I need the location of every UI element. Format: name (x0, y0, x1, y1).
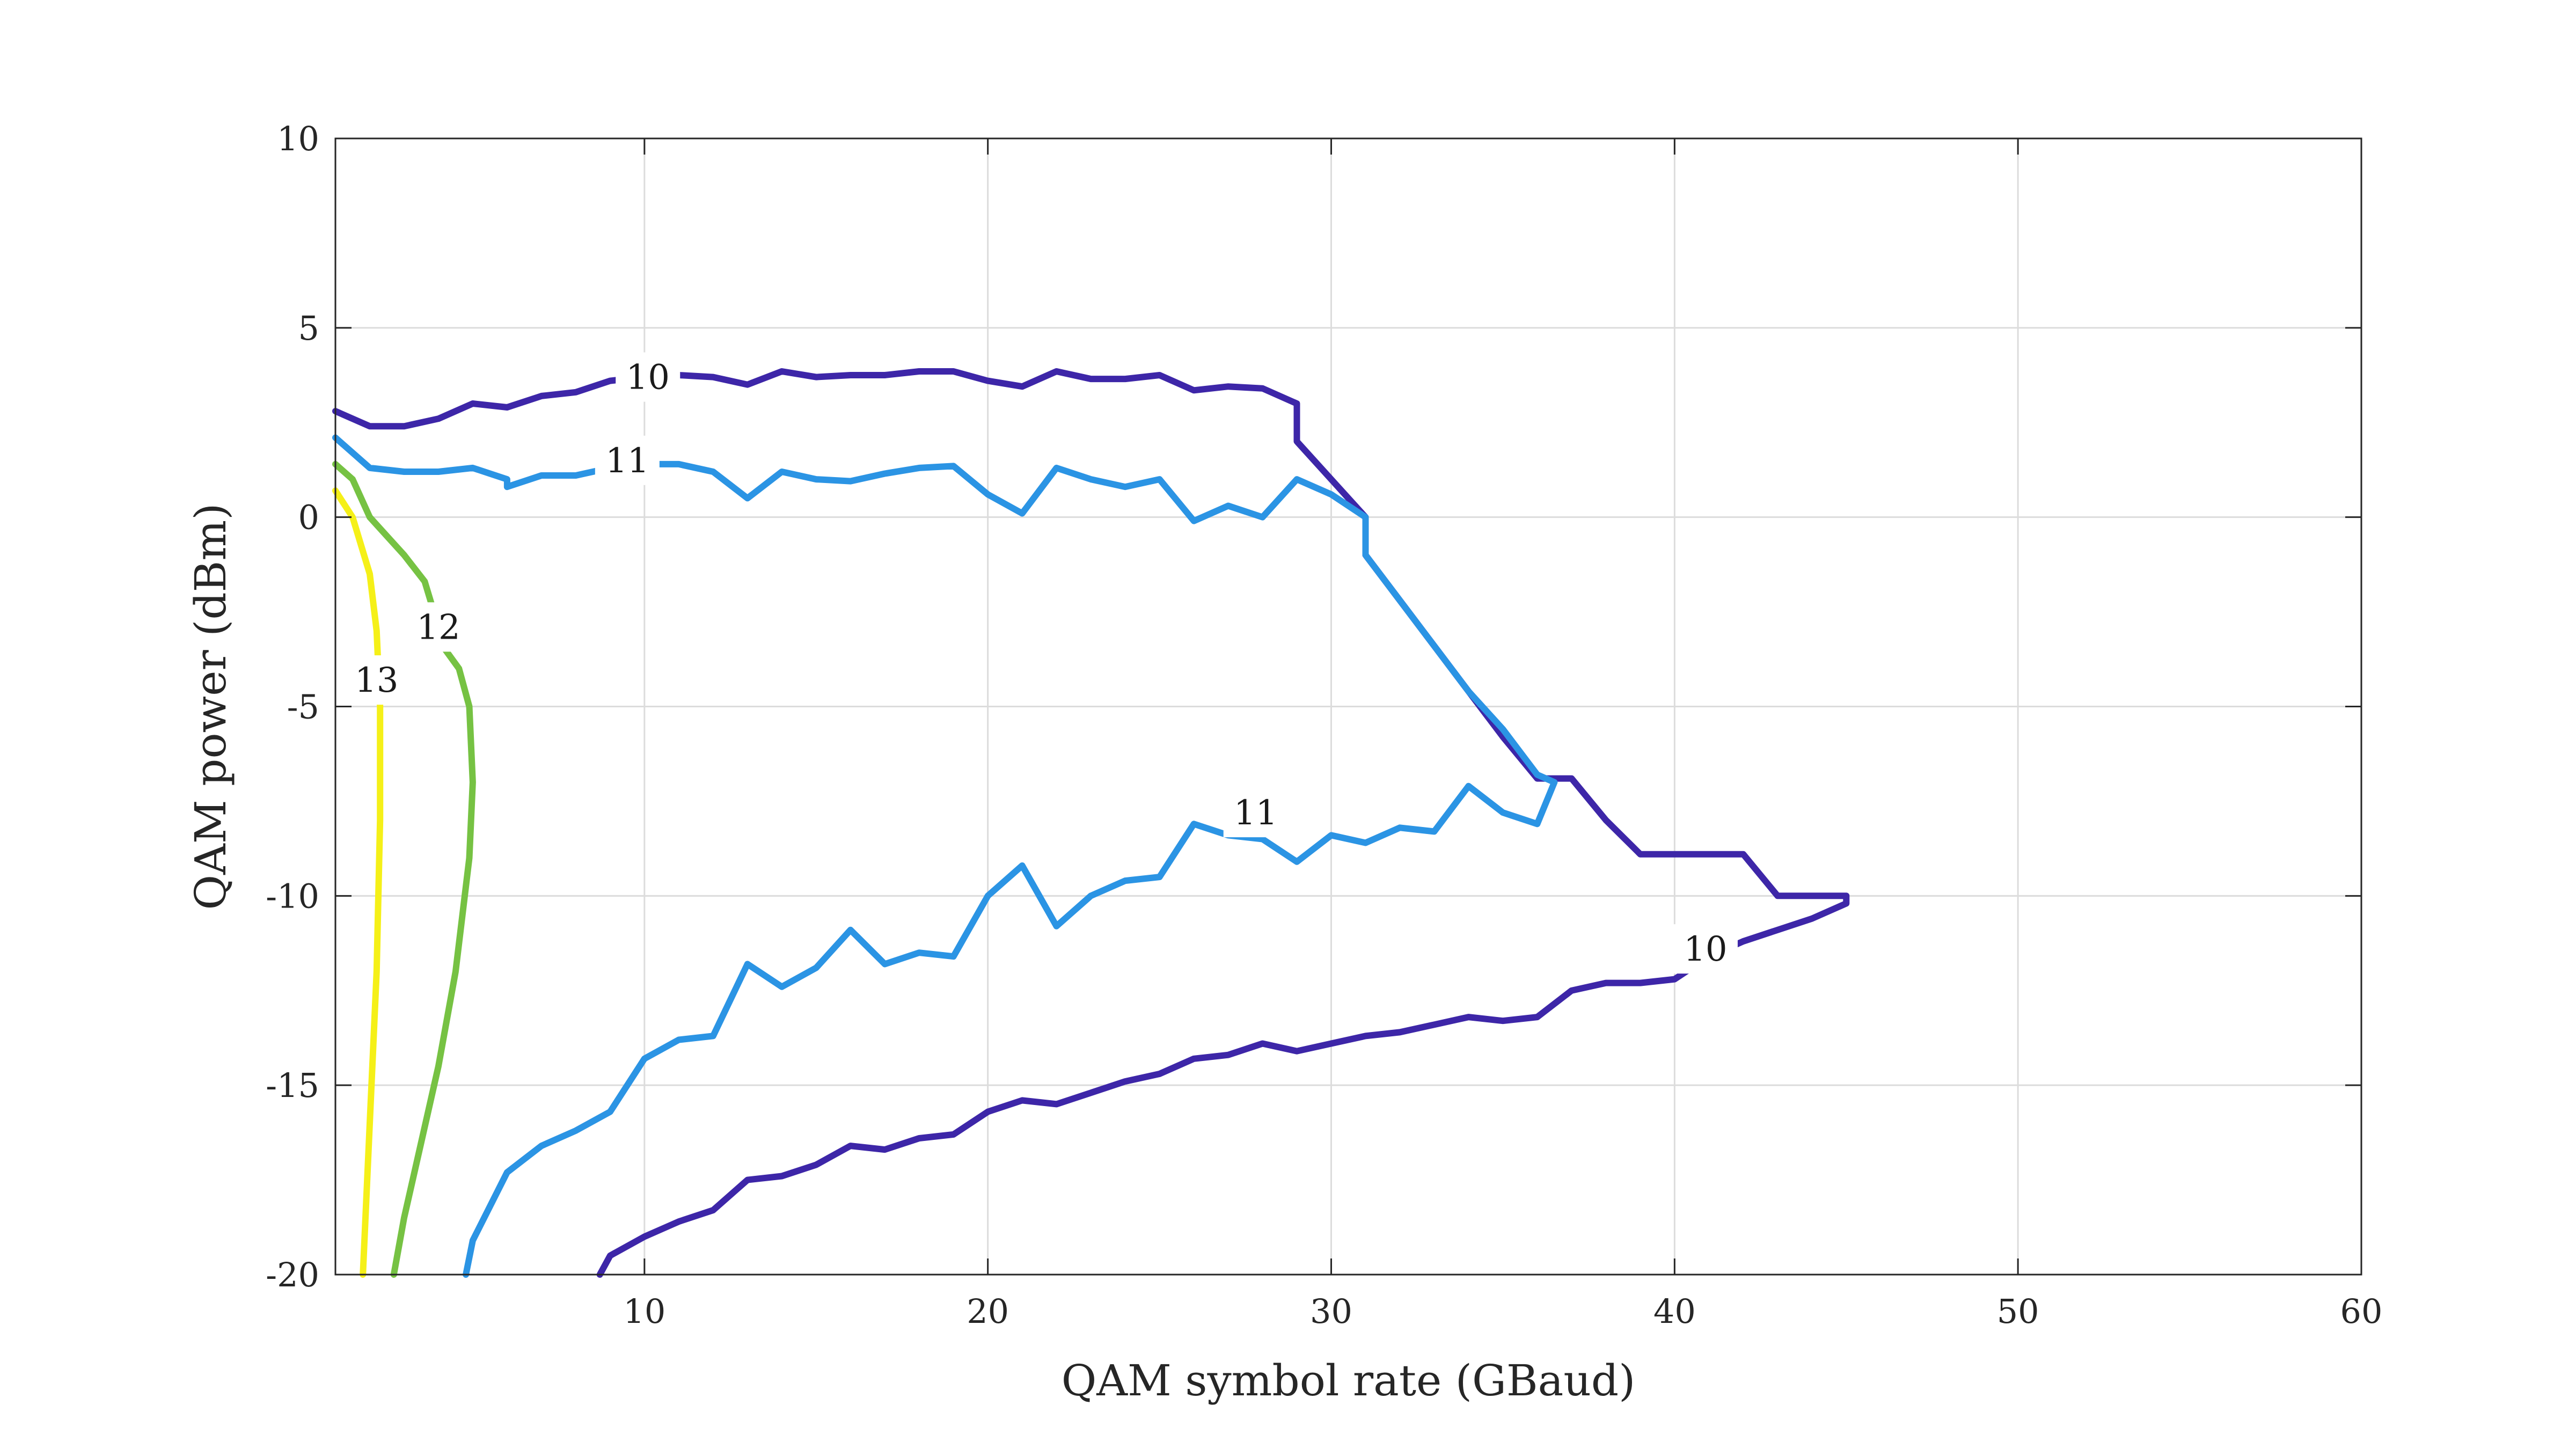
contour-label-12: 12 (416, 608, 460, 647)
x-tick-label: 20 (967, 1292, 1009, 1331)
y-tick-label: -20 (266, 1255, 319, 1294)
grid-lines (335, 137, 2362, 1276)
y-tick-label: 5 (298, 309, 319, 348)
contour-line-12 (332, 460, 476, 1278)
contour-labels: 10 10 11 11 12 13 (344, 352, 1738, 974)
contour-label-10: 10 (1684, 930, 1727, 969)
contour-label-11: 11 (605, 441, 649, 481)
y-tick-label: 10 (277, 119, 319, 158)
x-tick-label: 10 (623, 1292, 665, 1331)
x-tick-label: 60 (2340, 1292, 2383, 1331)
contour-label-10: 10 (626, 358, 670, 398)
y-axis-label: QAM power (dBm) (186, 503, 236, 910)
contour-label-gap (344, 655, 409, 705)
contour-line-11 (332, 434, 1558, 1278)
x-tick-label: 40 (1653, 1292, 1696, 1331)
contour-lines (332, 368, 1850, 1278)
contour-label-gap (595, 435, 660, 485)
x-tick-label: 30 (1310, 1292, 1352, 1331)
contour-label-gap (1673, 924, 1738, 974)
x-tick-label: 50 (1997, 1292, 2039, 1331)
contour-label-11: 11 (1234, 793, 1277, 833)
y-tick-label: -15 (266, 1066, 319, 1105)
y-tick-label: -5 (287, 687, 319, 727)
contour-label-gap (616, 352, 680, 402)
contour-line-10 (332, 368, 1850, 1278)
contour-line-13 (332, 487, 384, 1278)
x-axis-label: QAM symbol rate (GBaud) (1062, 1356, 1636, 1406)
y-tick-label: -10 (266, 876, 319, 916)
axis-ticks: 10 20 30 40 50 60 -20 -15 -10 -5 0 5 10 (266, 119, 2382, 1331)
contour-label-13: 13 (355, 661, 398, 700)
contour-label-gap (1223, 788, 1288, 838)
contour-label-gap (406, 602, 471, 652)
y-tick-label: 0 (298, 498, 319, 537)
